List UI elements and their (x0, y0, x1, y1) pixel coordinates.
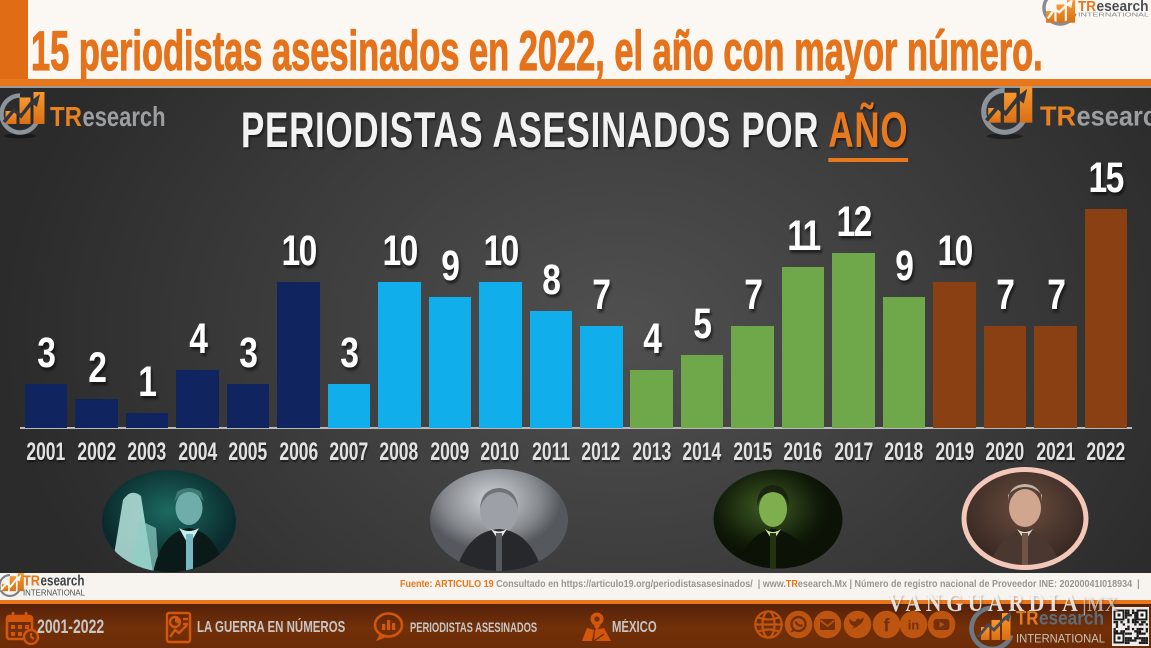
svg-text:INTERNATIONAL: INTERNATIONAL (1016, 632, 1105, 646)
svg-text:TR: TR (23, 574, 40, 590)
svg-text:esearch: esearch (1039, 608, 1104, 630)
svg-text:TR: TR (1040, 101, 1076, 132)
svg-text:TR: TR (1016, 608, 1039, 630)
svg-text:esearch: esearch (1077, 101, 1151, 132)
svg-text:TR: TR (50, 101, 82, 132)
svg-text:INTERNATIONAL: INTERNATIONAL (23, 588, 85, 597)
svg-text:in: in (908, 617, 920, 632)
svg-text:f: f (883, 615, 890, 635)
svg-text:TR: TR (1078, 0, 1096, 15)
svg-text:esearch: esearch (41, 574, 85, 590)
svg-text:esearch: esearch (83, 101, 166, 132)
svg-text:INTERNATIONAL: INTERNATIONAL (1078, 12, 1150, 18)
svg-text:esearch: esearch (1097, 0, 1149, 15)
